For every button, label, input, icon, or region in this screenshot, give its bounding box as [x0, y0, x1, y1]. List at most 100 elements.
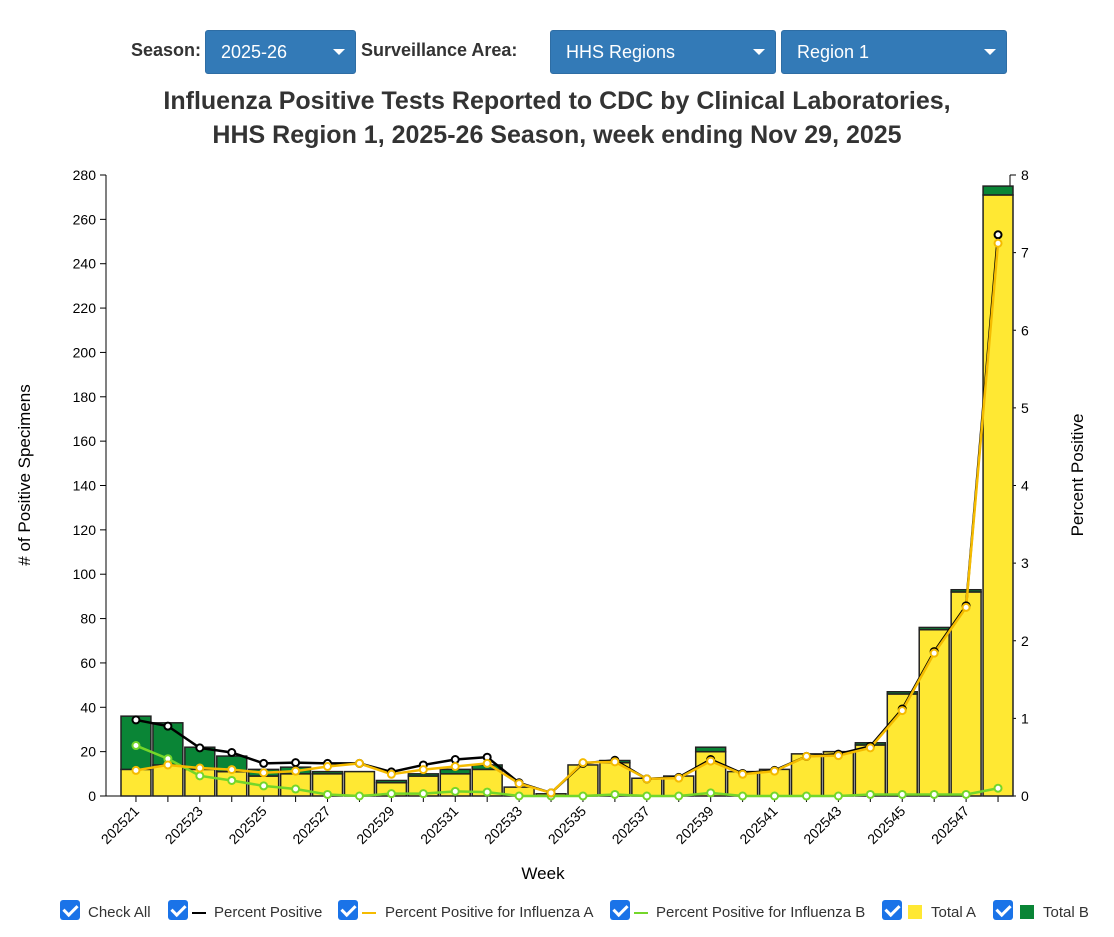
checkbox-checked-icon[interactable]: [610, 900, 630, 920]
bar-total-b: [982, 185, 1014, 196]
right-y-tick-label: 0: [1021, 788, 1029, 804]
point-percent-positive-a: [801, 751, 811, 761]
surveillance-area-select[interactable]: HHS Regions: [550, 30, 776, 74]
point-percent-positive-b: [993, 783, 1003, 793]
line-percent-positive-b: [135, 744, 999, 798]
point-percent-positive-a: [482, 758, 492, 768]
point-percent-positive-a: [259, 768, 269, 778]
point-percent-positive-a: [578, 758, 588, 768]
season-label: Season:: [131, 40, 202, 60]
checkbox-checked-icon[interactable]: [993, 900, 1013, 920]
chevron-down-icon: [753, 49, 765, 55]
point-percent-positive-a: [674, 773, 684, 783]
x-tick-label: 202533: [481, 803, 525, 847]
right-y-tick-label: 6: [1021, 322, 1029, 338]
point-percent-positive-a: [227, 765, 237, 775]
legend-item-check-all[interactable]: Check All: [60, 900, 1114, 924]
bar-total-b: [918, 626, 950, 631]
left-y-tick-label: 100: [73, 566, 97, 582]
legend-item-total-b[interactable]: Total B: [993, 900, 1114, 924]
right-y-tick-label: 5: [1021, 400, 1029, 416]
left-y-axis-title: # of Positive Specimens: [15, 384, 34, 565]
left-y-tick-label: 260: [73, 211, 97, 227]
line-percent-positive: [135, 234, 1000, 795]
point-percent-positive: [195, 743, 205, 753]
legend-item-total-a[interactable]: Total A: [882, 900, 1114, 924]
legend-box-swatch: [908, 905, 922, 919]
x-tick-label: 202527: [289, 803, 333, 847]
checkbox-checked-icon[interactable]: [882, 900, 902, 920]
region-select[interactable]: Region 1: [781, 30, 1007, 74]
point-percent-positive-b: [386, 789, 396, 799]
legend-item-percent-positive-for-influenza-b[interactable]: Percent Positive for Influenza B: [610, 900, 1114, 924]
point-percent-positive-b: [642, 791, 652, 801]
point-percent-positive-b: [482, 787, 492, 797]
point-percent-positive-b: [354, 791, 364, 801]
point-percent-positive-b: [610, 789, 620, 799]
region-select-value: Region 1: [797, 42, 870, 62]
point-percent-positive-b: [801, 791, 811, 801]
point-percent-positive-b: [418, 789, 428, 799]
point-percent-positive-a: [323, 762, 333, 772]
point-percent-positive: [993, 230, 1003, 240]
x-tick-label: 202539: [672, 803, 716, 847]
point-percent-positive-a: [833, 751, 843, 761]
chart-legend: Check All Percent Positive Percent Positiv…: [0, 900, 1114, 926]
legend-line-swatch: [634, 912, 648, 914]
point-percent-positive-b: [929, 789, 939, 799]
point-percent-positive-a: [770, 766, 780, 776]
point-percent-positive-b: [578, 791, 588, 801]
x-axis-title: Week: [521, 864, 565, 883]
point-percent-positive-a: [865, 743, 875, 753]
point-percent-positive: [291, 758, 301, 768]
x-tick-label: 202547: [928, 803, 972, 847]
point-percent-positive-a: [993, 238, 1003, 248]
x-tick-label: 202535: [545, 803, 589, 847]
point-percent-positive-b: [770, 791, 780, 801]
left-y-tick-label: 160: [73, 433, 97, 449]
legend-label: Percent Positive for Influenza A: [385, 904, 594, 921]
point-percent-positive-b: [514, 791, 524, 801]
bar-total-a: [982, 194, 1014, 797]
legend-item-percent-positive-for-influenza-a[interactable]: Percent Positive for Influenza A: [338, 900, 1114, 924]
checkbox-checked-icon[interactable]: [168, 900, 188, 920]
right-y-tick-label: 8: [1021, 167, 1029, 183]
filter-controls: Season: 2025-26 Surveillance Area: HHS R…: [0, 30, 1114, 74]
checkbox-checked-icon[interactable]: [338, 900, 358, 920]
legend-label: Total A: [931, 904, 977, 921]
legend-label: Check All: [88, 904, 151, 921]
chart-title-line-2: HHS Region 1, 2025-26 Season, week endin…: [212, 121, 902, 149]
point-percent-positive-a: [610, 757, 620, 767]
x-tick-label: 202523: [162, 803, 206, 847]
checkbox-checked-icon[interactable]: [60, 900, 80, 920]
bar-total-a: [854, 744, 887, 797]
legend-item-percent-positive[interactable]: Percent Positive: [168, 900, 1114, 924]
chart-title-line-1: Influenza Positive Tests Reported to CDC…: [163, 87, 951, 115]
season-select[interactable]: 2025-26: [205, 30, 356, 74]
point-percent-positive-a: [291, 766, 301, 776]
season-select-value: 2025-26: [221, 42, 288, 62]
point-percent-positive-a: [929, 648, 939, 658]
point-percent-positive-b: [195, 771, 205, 781]
x-tick-label: 202521: [98, 803, 142, 847]
legend-label: Total B: [1043, 904, 1089, 921]
chevron-down-icon: [984, 49, 996, 55]
bar-total-a: [343, 770, 376, 797]
bar-total-b: [407, 773, 440, 777]
left-y-tick-label: 140: [73, 478, 97, 494]
point-percent-positive-a: [706, 756, 716, 766]
point-percent-positive-b: [291, 784, 301, 794]
left-y-tick-label: 60: [80, 655, 96, 671]
right-y-tick-label: 1: [1021, 710, 1029, 726]
right-y-axis-title: Percent Positive: [1068, 414, 1087, 537]
point-percent-positive-b: [865, 789, 875, 799]
point-percent-positive-a: [131, 765, 141, 775]
point-percent-positive: [259, 758, 269, 768]
legend-label: Percent Positive for Influenza B: [656, 904, 866, 921]
x-tick-label: 202543: [800, 803, 844, 847]
point-percent-positive-a: [195, 763, 205, 773]
point-percent-positive: [131, 715, 141, 725]
right-y-tick-label: 3: [1021, 555, 1029, 571]
point-percent-positive-b: [131, 741, 141, 751]
legend-label: Percent Positive: [214, 904, 323, 921]
